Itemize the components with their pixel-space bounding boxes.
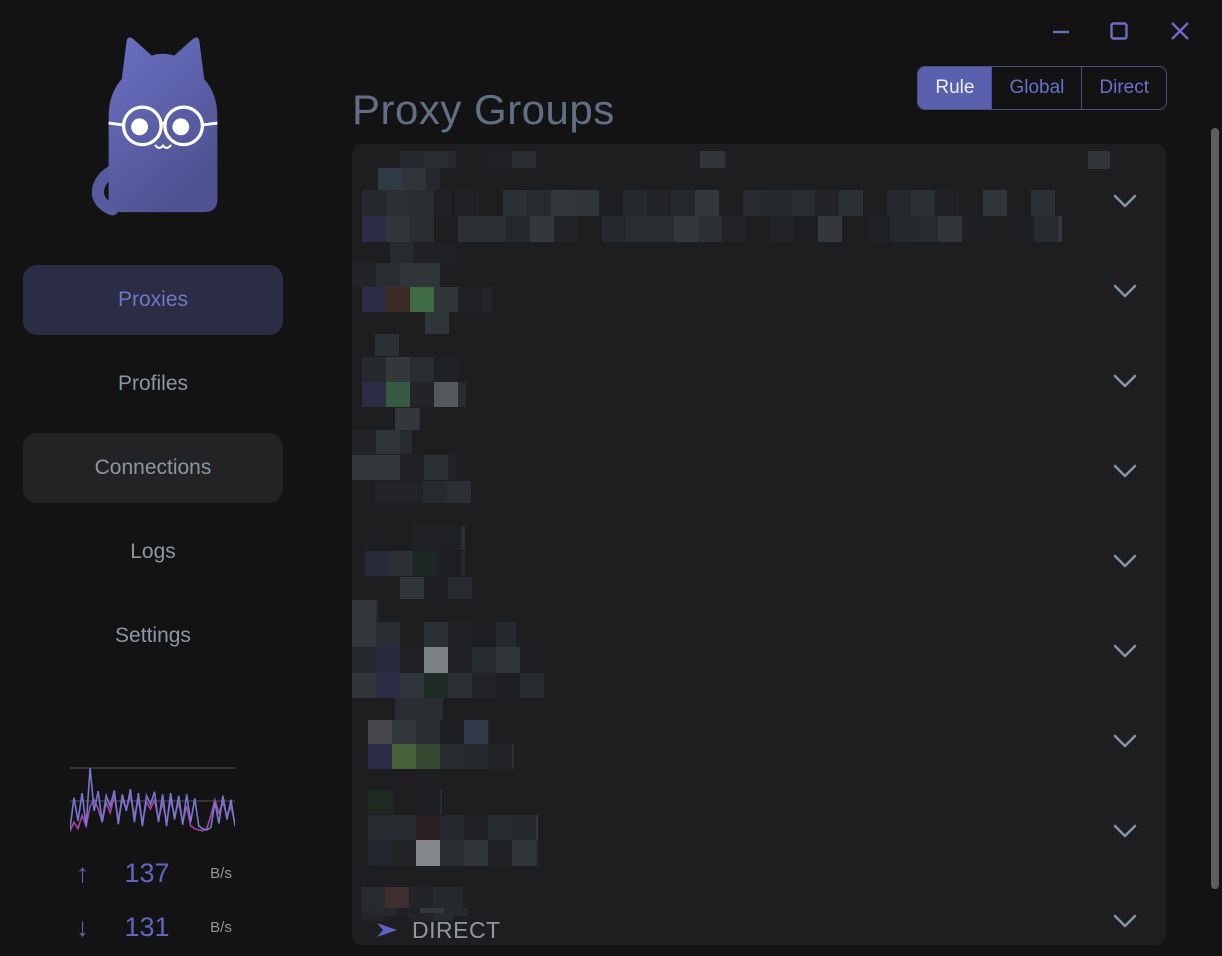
sidebar: Proxies Profiles Connections Logs Settings ↑…	[0, 0, 306, 956]
redacted-text	[416, 790, 442, 814]
redacted-text	[425, 312, 451, 334]
redacted-text	[368, 790, 394, 814]
redacted-text	[375, 334, 423, 356]
cat-eye-right	[172, 118, 190, 136]
redacted-text	[400, 577, 492, 599]
redacted-text	[368, 840, 538, 866]
mode-button-global[interactable]: Global	[991, 67, 1081, 109]
redacted-text	[352, 647, 544, 673]
redacted-text	[361, 913, 453, 921]
upload-speed-unit: B/s	[210, 865, 232, 882]
redacted-text	[395, 698, 465, 720]
redacted-text	[352, 455, 456, 480]
proxy-item-direct[interactable]: DIRECT	[376, 914, 501, 945]
sidebar-item-label: Proxies	[117, 288, 189, 311]
sidebar-item-label: Connections	[94, 456, 212, 479]
mode-button-direct[interactable]: Direct	[1081, 67, 1166, 109]
redacted-text	[352, 430, 412, 454]
cat-logo	[88, 26, 238, 222]
cat-body	[108, 37, 218, 213]
direct-arrow-icon	[377, 923, 397, 937]
mode-switcher: Rule Global Direct	[917, 66, 1167, 110]
upload-speed-value: 137	[124, 858, 170, 888]
redacted-text	[400, 151, 456, 168]
close-button[interactable]	[1166, 17, 1194, 45]
sidebar-item-proxies[interactable]: Proxies	[23, 265, 283, 335]
cat-glasses-right	[163, 105, 205, 147]
titlebar	[0, 0, 1222, 56]
sidebar-item-connections[interactable]: Connections	[23, 433, 283, 503]
minimize-icon	[1053, 30, 1069, 34]
cat-eye-left	[131, 118, 148, 136]
expand-chevron-icon[interactable]	[1113, 734, 1137, 750]
expand-chevron-icon[interactable]	[1113, 284, 1137, 300]
redacted-text	[368, 815, 538, 840]
expand-chevron-icon[interactable]	[1113, 554, 1137, 570]
download-arrow-icon: ↓	[76, 912, 89, 942]
upload-speed-row: ↑ 137 B/s	[0, 856, 306, 890]
cat-mouth	[154, 143, 172, 149]
mode-button-rule[interactable]: Rule	[918, 67, 992, 109]
redacted-text	[352, 864, 370, 882]
redacted-text	[365, 551, 465, 576]
expand-chevron-icon[interactable]	[1113, 824, 1137, 840]
redacted-text	[488, 151, 536, 168]
download-speed-row: ↓ 131 B/s	[0, 910, 306, 944]
scrollbar-thumb[interactable]	[1211, 128, 1219, 889]
expand-chevron-icon[interactable]	[1113, 374, 1137, 390]
redacted-text	[375, 481, 471, 503]
maximize-button[interactable]	[1105, 17, 1133, 45]
redacted-text	[700, 151, 726, 168]
redacted-text	[368, 720, 490, 744]
download-speed-unit: B/s	[210, 919, 232, 936]
redacted-text	[352, 673, 544, 698]
minimize-button[interactable]	[1047, 17, 1075, 45]
redacted-text	[352, 600, 378, 622]
page-title: Proxy Groups	[352, 86, 615, 134]
redacted-text	[362, 382, 466, 407]
redacted-text	[1088, 151, 1110, 169]
redacted-text	[365, 526, 465, 550]
expand-chevron-icon[interactable]	[1113, 194, 1137, 210]
proxy-groups-panel: DIRECT	[352, 144, 1166, 945]
maximize-icon	[1110, 22, 1128, 40]
sidebar-item-label: Settings	[115, 624, 191, 647]
cat-glasses-left	[121, 105, 163, 147]
sidebar-item-logs[interactable]: Logs	[23, 517, 283, 587]
redacted-text	[455, 190, 1055, 216]
redacted-text	[378, 168, 440, 191]
redacted-text	[352, 622, 516, 647]
redacted-text	[362, 357, 458, 382]
redacted-text	[352, 263, 440, 287]
expand-chevron-icon[interactable]	[1113, 914, 1137, 930]
redacted-text	[390, 242, 456, 264]
redacted-text	[362, 190, 452, 216]
redacted-text	[372, 908, 468, 916]
sidebar-item-settings[interactable]: Settings	[23, 601, 283, 671]
sidebar-item-profiles[interactable]: Profiles	[23, 349, 283, 419]
redacted-text	[362, 287, 492, 312]
redacted-text	[368, 744, 514, 769]
download-speed-value: 131	[124, 912, 170, 942]
expand-chevron-icon[interactable]	[1113, 464, 1137, 480]
redacted-text	[362, 216, 1062, 242]
sidebar-item-label: Logs	[130, 540, 176, 563]
close-icon	[1171, 22, 1189, 40]
traffic-graph	[70, 767, 235, 832]
upload-arrow-icon: ↑	[76, 858, 89, 888]
sidebar-item-label: Profiles	[117, 372, 189, 395]
redacted-text	[395, 408, 421, 430]
expand-chevron-icon[interactable]	[1113, 644, 1137, 660]
direct-label: DIRECT	[412, 916, 501, 943]
